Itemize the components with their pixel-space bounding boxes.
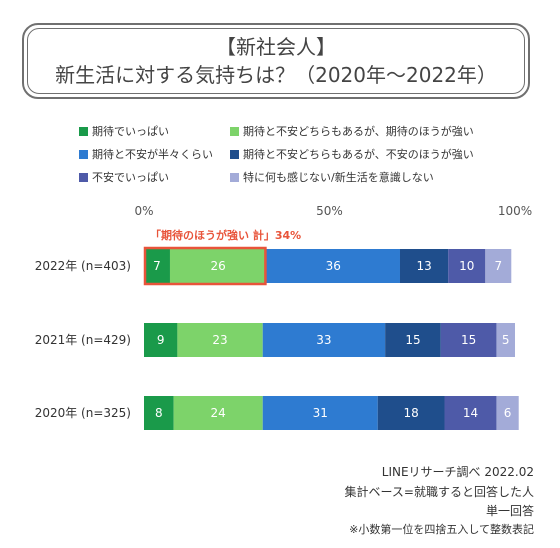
legend-item-1: 期待でいっぱい <box>79 124 169 138</box>
legend-item-4: 期待と不安どちらもあるが、不安のほうが強い <box>230 147 474 161</box>
bar-segment <box>399 249 449 283</box>
legend-label-1: 期待でいっぱい <box>92 125 169 138</box>
x-tick-label: 50% <box>316 204 343 218</box>
x-tick-label: 0% <box>134 204 153 218</box>
bar-segment <box>144 323 178 357</box>
category-label: 2022年 (n=403) <box>35 259 131 273</box>
bar-segment <box>173 396 263 430</box>
bar-segment <box>496 396 519 430</box>
data-label: 8 <box>155 406 163 420</box>
data-label: 5 <box>502 333 510 347</box>
bar-segment <box>448 249 486 283</box>
legend-item-2: 期待と不安どちらもあるが、期待のほうが強い <box>230 124 474 138</box>
bar-segment <box>144 249 170 283</box>
legend-swatch-1 <box>79 126 88 136</box>
bar-segment <box>262 396 378 430</box>
note-source: LINEリサーチ調べ 2022.02 <box>381 465 534 479</box>
data-label: 33 <box>316 333 331 347</box>
legend-swatch-5 <box>79 172 88 182</box>
bar-segment <box>377 396 445 430</box>
data-label: 7 <box>494 259 502 273</box>
legend-label-5: 不安でいっぱい <box>92 171 169 184</box>
note-answer-type: 単一回答 <box>485 504 534 518</box>
data-label: 15 <box>461 333 476 347</box>
chart-title-line2: 新生活に対する気持ちは？（2020年～2022年） <box>55 63 497 87</box>
bar-segment <box>144 396 174 430</box>
bar-segment <box>262 323 386 357</box>
data-label: 36 <box>326 259 341 273</box>
legend-label-3: 期待と不安が半々くらい <box>92 148 213 161</box>
annotation-highlight-box <box>143 246 267 286</box>
legend-swatch-6 <box>230 172 239 182</box>
data-label: 6 <box>504 406 512 420</box>
data-label: 18 <box>403 406 418 420</box>
legend-item-6: 特に何も感じない/新生活を意識しない <box>230 170 434 184</box>
chart-title-line1: 【新社会人】 <box>216 35 336 59</box>
bar-segment <box>169 249 267 283</box>
legend-swatch-3 <box>79 149 88 159</box>
data-label: 26 <box>211 259 226 273</box>
data-label: 23 <box>212 333 227 347</box>
legend-swatch-2 <box>230 126 239 136</box>
annotation-label: 「期待のほうが強い 計」34% <box>150 228 301 242</box>
bar-segment <box>444 396 497 430</box>
note-base: 集計ベース=就職すると回答した人 <box>344 485 534 499</box>
data-label: 7 <box>153 259 161 273</box>
legend-swatch-4 <box>230 149 239 159</box>
data-label: 13 <box>416 259 431 273</box>
data-label: 31 <box>313 406 328 420</box>
title-box: 【新社会人】 新生活に対する気持ちは？（2020年～2022年） <box>22 23 530 99</box>
data-label: 10 <box>459 259 474 273</box>
bar-segment <box>177 323 263 357</box>
category-label: 2021年 (n=429) <box>35 333 131 347</box>
bar-segment <box>496 323 515 357</box>
note-rounding: ※小数第一位を四捨五入して整数表記 <box>349 523 534 536</box>
data-label: 24 <box>211 406 226 420</box>
bar-segment <box>485 249 512 283</box>
data-label: 14 <box>463 406 478 420</box>
bar-segment <box>266 249 400 283</box>
data-label: 9 <box>157 333 165 347</box>
stacked-bar-chart: 0% 50% 100% 2022年 (n=403) 7 26 36 13 10 7 2021年 (n… <box>35 204 532 430</box>
legend-label-6: 特に何も感じない/新生活を意識しない <box>243 171 434 184</box>
category-label: 2020年 (n=325) <box>35 406 131 420</box>
legend-item-3: 期待と不安が半々くらい <box>79 147 213 161</box>
x-tick-label: 100% <box>498 204 532 218</box>
legend-item-5: 不安でいっぱい <box>79 170 169 184</box>
bar-segment <box>385 323 441 357</box>
data-label: 15 <box>405 333 420 347</box>
bar-segment <box>440 323 497 357</box>
legend-label-2: 期待と不安どちらもあるが、期待のほうが強い <box>243 125 474 138</box>
legend-label-4: 期待と不安どちらもあるが、不安のほうが強い <box>243 148 474 161</box>
